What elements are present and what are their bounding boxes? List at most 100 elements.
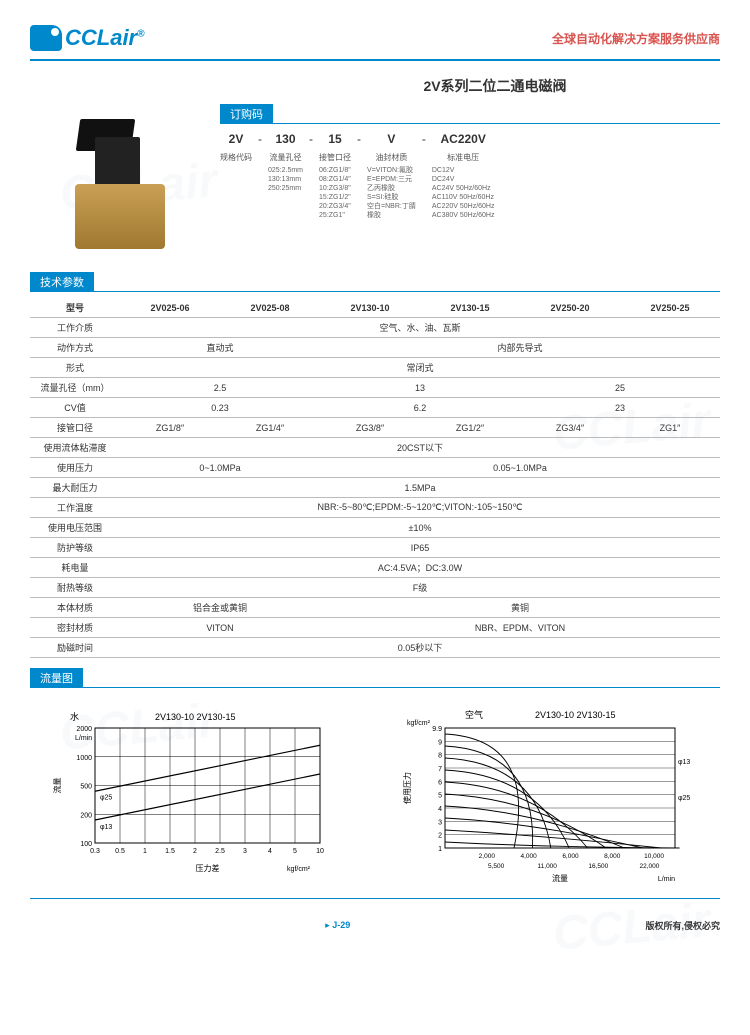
order-label: 规格代码 [220,152,252,163]
spec-header-cell: 2V130-10 [320,298,420,318]
spec-header-cell: 2V025-06 [120,298,220,318]
spec-cell: 0.05~1.0MPa [320,458,720,478]
order-head: 130 [268,130,303,148]
flow-chart-water: 水2V130-10 2V130-15200010005002001000.30.… [50,703,330,883]
spec-row-label: 励磁时间 [30,638,120,658]
order-code-section: 订购码 2V规格代码-130流量孔径025:2.5mm 130:13mm 250… [220,104,720,264]
spec-cell: ±10% [120,518,720,538]
order-tab: 订购码 [220,104,273,124]
order-detail: 025:2.5mm 130:13mm 250:25mm [268,166,303,193]
spec-cell: F级 [120,578,720,598]
spec-cell: 空气、水、油、瓦斯 [120,318,720,338]
logo-mark-icon [30,25,62,51]
copyright: 版权所有,侵权必究 [645,919,720,932]
svg-text:7: 7 [438,766,442,773]
spec-header-cell: 2V250-20 [520,298,620,318]
header-divider [30,59,720,61]
spec-cell: 6.2 [320,398,520,418]
order-dash: - [258,130,262,221]
logo-text: CCLair® [65,25,145,51]
spec-cell: 直动式 [120,338,320,358]
svg-text:1: 1 [438,846,442,853]
svg-text:kgf/cm²: kgf/cm² [407,720,431,727]
logo: CCLair® [30,25,145,51]
order-head: AC220V [432,130,495,148]
svg-text:流量: 流量 [552,873,568,883]
spec-row-label: 使用流体粘滞度 [30,438,120,458]
spec-row-label: 流量孔径（mm） [30,378,120,398]
spec-cell: NBR:-5~80℃;EPDM:-5~120℃;VITON:-105~150℃ [120,498,720,518]
spec-row-label: 工作介质 [30,318,120,338]
svg-text:0.3: 0.3 [90,848,100,855]
svg-text:2V130-10 2V130-15: 2V130-10 2V130-15 [535,710,616,720]
spec-cell: 25 [520,378,720,398]
svg-text:4: 4 [268,848,272,855]
order-detail: 06:ZG1/8" 08:ZG1/4" 10:ZG3/8" 15:ZG1/2" … [319,166,351,221]
svg-text:4: 4 [438,806,442,813]
svg-text:9: 9 [438,739,442,746]
svg-text:500: 500 [80,784,92,791]
order-label: 油封材质 [367,152,416,163]
page-number: J-29 [332,920,350,930]
svg-text:8: 8 [438,753,442,760]
spec-row-label: 形式 [30,358,120,378]
order-col: 2V规格代码 [220,130,252,221]
svg-text:1000: 1000 [76,755,92,762]
spec-row-label: 耗电量 [30,558,120,578]
svg-text:2V130-10 2V130-15: 2V130-10 2V130-15 [155,712,236,722]
spec-row-label: CV值 [30,398,120,418]
order-head: 15 [319,130,351,148]
spec-cell: ZG1/2″ [420,418,520,438]
svg-text:压力差: 压力差 [196,863,220,873]
spec-cell: 0.05秒以下 [120,638,720,658]
svg-text:9.9: 9.9 [432,726,442,733]
svg-text:2: 2 [438,833,442,840]
page-arrow-icon: ▸ [325,920,330,930]
spec-cell: NBR、EPDM、VITON [320,618,720,638]
order-col: 15 接管口径 06:ZG1/8" 08:ZG1/4" 10:ZG3/8" 15:Z… [319,130,351,221]
spec-cell: 0.23 [120,398,320,418]
svg-text:8,000: 8,000 [604,853,621,860]
order-col: 130流量孔径025:2.5mm 130:13mm 250:25mm [268,130,303,221]
product-title: 2V系列二位二通电磁阀 [423,76,566,96]
spec-row-label: 动作方式 [30,338,120,358]
spec-cell: 内部先导式 [320,338,720,358]
svg-text:11,000: 11,000 [538,863,558,870]
svg-text:200: 200 [80,812,92,819]
svg-text:5: 5 [293,848,297,855]
svg-text:φ13: φ13 [678,759,690,766]
spec-row-label: 使用压力 [30,458,120,478]
svg-text:22,000: 22,000 [639,863,659,870]
spec-row-label: 本体材质 [30,598,120,618]
spec-tab: 技术参数 [30,272,94,292]
page-footer: ▸ J-29 版权所有,侵权必究 [0,919,750,942]
spec-section: 技术参数 型号2V025-062V025-082V130-102V130-152… [30,272,720,658]
spec-header-cell: 型号 [30,298,120,318]
spec-table: 型号2V025-062V025-082V130-102V130-152V250-… [30,298,720,658]
spec-row-label: 密封材质 [30,618,120,638]
spec-header-cell: 2V250-25 [620,298,720,318]
svg-text:2,000: 2,000 [479,853,496,860]
svg-text:3: 3 [243,848,247,855]
order-head: V [367,130,416,148]
svg-text:2000: 2000 [76,726,92,733]
svg-text:流量: 流量 [52,778,62,794]
svg-text:空气: 空气 [465,709,483,720]
svg-text:10: 10 [316,848,324,855]
spec-row-label: 接管口径 [30,418,120,438]
spec-row-label: 防护等级 [30,538,120,558]
svg-text:L/min: L/min [75,735,92,742]
page-header: CCLair® 全球自动化解决方案服务供应商 [30,25,720,51]
svg-text:2.5: 2.5 [215,848,225,855]
spec-cell: 常闭式 [120,358,720,378]
spec-cell: ZG3/4″ [520,418,620,438]
svg-text:水: 水 [70,711,79,722]
spec-cell: 13 [320,378,520,398]
spec-cell: AC:4.5VA；DC:3.0W [120,558,720,578]
slogan: 全球自动化解决方案服务供应商 [552,30,720,47]
svg-text:16,500: 16,500 [588,863,608,870]
spec-row-label: 工作温度 [30,498,120,518]
order-dash: - [357,130,361,221]
order-label: 接管口径 [319,152,351,163]
svg-text:φ13: φ13 [100,824,112,831]
